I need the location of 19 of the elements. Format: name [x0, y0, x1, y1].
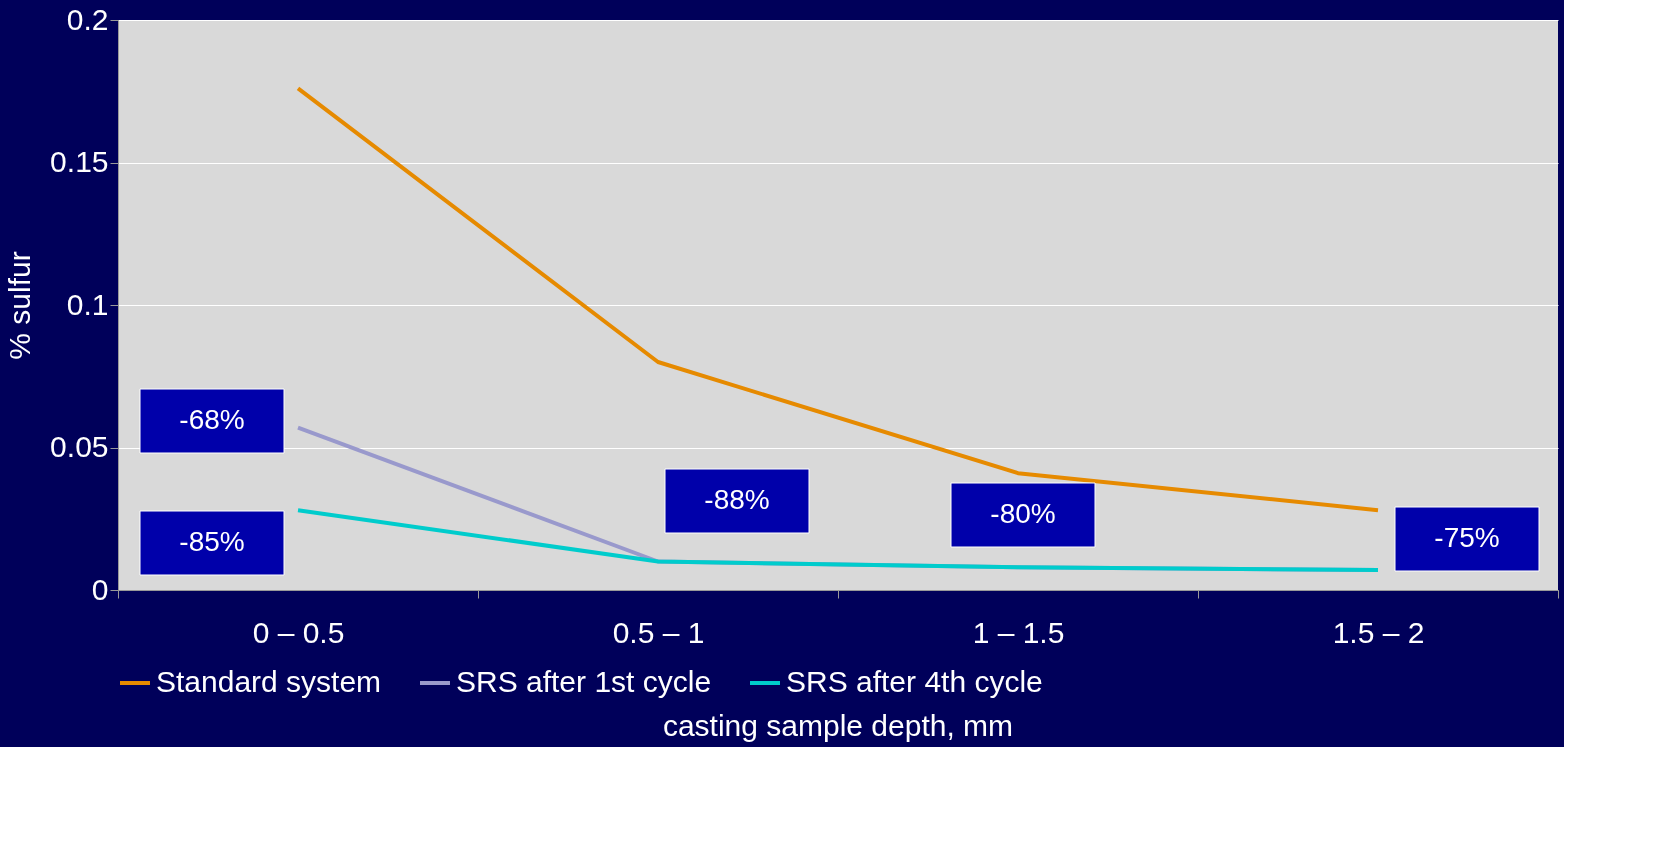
x-tick-label: 1.5 – 2	[1332, 615, 1425, 649]
annotation: -88%	[704, 484, 770, 515]
y-tick-label: 0.1	[66, 287, 109, 321]
y-tick-label: 0	[91, 572, 109, 606]
annotation: -75%	[1434, 522, 1500, 553]
y-tick-label: 0.15	[50, 145, 109, 178]
y-axis-title: % sulfur	[3, 251, 37, 360]
annotation: -80%	[990, 498, 1056, 529]
x-axis-title: casting sample depth, mm	[662, 709, 1014, 742]
y-tick-label: 0.05	[50, 430, 109, 463]
annotation: -85%	[179, 526, 245, 557]
legend-label: Standard system	[156, 665, 382, 698]
x-tick-label: 1 – 1.5	[972, 615, 1065, 649]
x-tick-label: 0 – 0.5	[252, 615, 345, 649]
y-tick-label: 0.2	[66, 2, 109, 36]
annotation: -68%	[179, 404, 245, 435]
legend-label: SRS after 1st cycle	[456, 665, 712, 698]
x-tick-label: 0.5 – 1	[612, 615, 705, 649]
legend-label: SRS after 4th cycle	[786, 665, 1043, 698]
